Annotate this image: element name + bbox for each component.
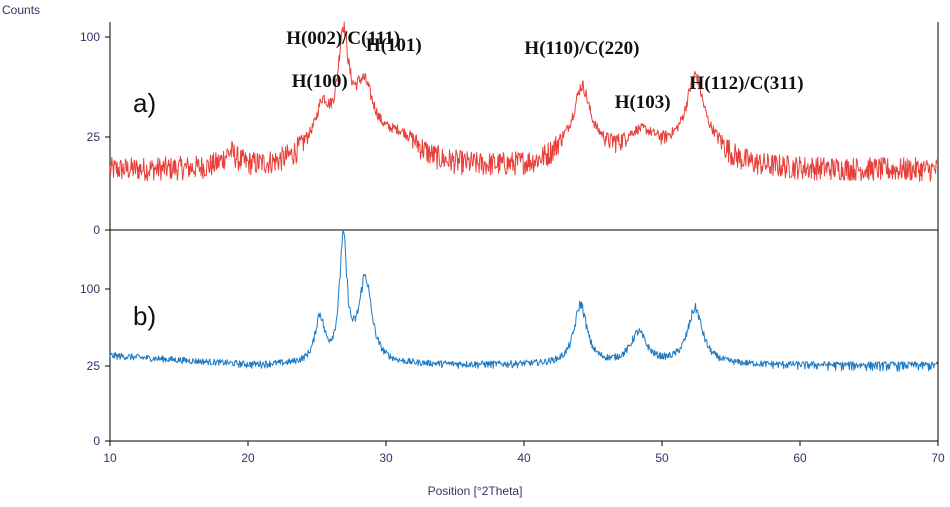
peak-annotation: H(103) bbox=[615, 92, 671, 113]
x-tick-label: 70 bbox=[931, 451, 945, 465]
y-tick-label: 100 bbox=[80, 30, 100, 44]
x-tick-label: 40 bbox=[517, 451, 531, 465]
y-tick-label: 100 bbox=[80, 282, 100, 296]
y-axis-label: Counts bbox=[2, 3, 40, 17]
labels: Counts Position [°2Theta] a) b) 10 20 30 40… bbox=[2, 3, 945, 498]
x-tick-label: 60 bbox=[793, 451, 807, 465]
series bbox=[109, 21, 939, 372]
x-tick-label: 50 bbox=[655, 451, 669, 465]
peak-annotation: H(002)/C(111) bbox=[286, 28, 400, 49]
peak-annotation: H(112)/C(311) bbox=[690, 73, 804, 94]
y-tick-label: 0 bbox=[93, 223, 100, 237]
y-tick-label: 0 bbox=[93, 434, 100, 448]
x-tick-label: 30 bbox=[379, 451, 393, 465]
x-tick-label: 10 bbox=[103, 451, 117, 465]
axes bbox=[105, 22, 939, 446]
panel-label-b: b) bbox=[133, 301, 156, 331]
series-line-a bbox=[109, 21, 939, 182]
peak-annotation: H(110)/C(220) bbox=[524, 38, 639, 59]
peak-annotation: H(101) bbox=[366, 35, 422, 56]
y-tick-label: 25 bbox=[87, 359, 101, 373]
x-tick-label: 20 bbox=[241, 451, 255, 465]
peak-annotation: H(100) bbox=[292, 71, 348, 92]
panel-label-a: a) bbox=[133, 88, 156, 118]
x-axis-label: Position [°2Theta] bbox=[428, 484, 523, 498]
y-tick-label: 25 bbox=[87, 130, 101, 144]
series-line-b bbox=[109, 229, 939, 372]
